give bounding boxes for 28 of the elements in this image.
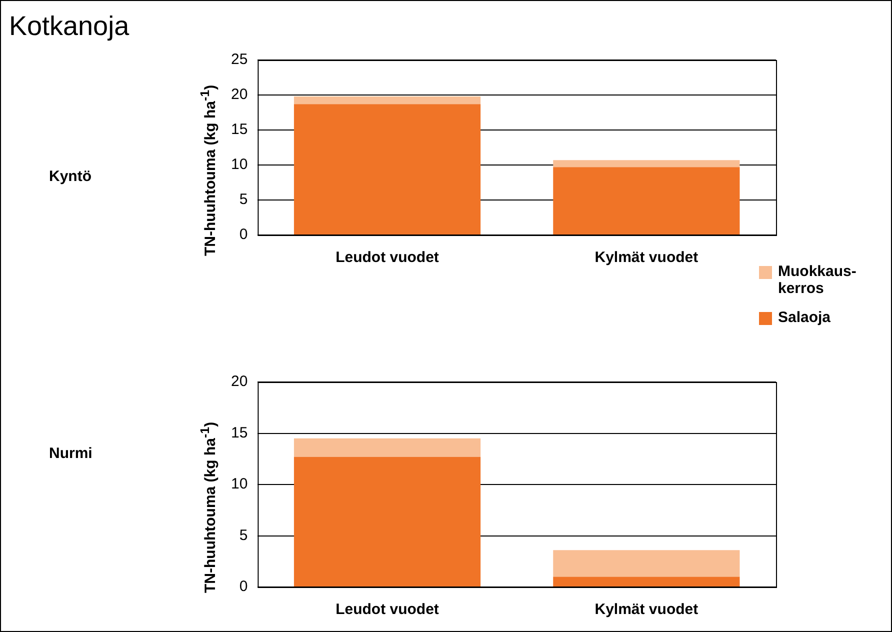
- y-tick-label: 5: [239, 526, 248, 544]
- text: Nurmi: [49, 445, 92, 462]
- y-tick-label: 20: [230, 373, 248, 390]
- bar: [294, 456, 481, 586]
- y-tick-label: 0: [239, 578, 248, 596]
- legend-label: Salaoja: [778, 309, 831, 326]
- bar: [553, 576, 740, 586]
- bar: [553, 160, 740, 168]
- x-tick-label: Leudot vuodet: [336, 249, 439, 266]
- y-tick-label: 5: [239, 191, 248, 208]
- bar: [553, 167, 740, 234]
- bar: [294, 104, 481, 234]
- bar: [294, 96, 481, 104]
- bar: [294, 438, 481, 457]
- y-tick-label: 10: [230, 476, 248, 493]
- y-tick-label: 0: [239, 226, 248, 244]
- x-tick-label: Kylmät vuodet: [594, 601, 698, 618]
- legend-label: Muokkaus-kerros: [778, 263, 856, 297]
- y-tick-label: 25: [230, 51, 248, 68]
- y-tick-label: 10: [230, 156, 248, 174]
- x-tick-label: Leudot vuodet: [336, 601, 439, 618]
- y-tick-label: 15: [230, 121, 248, 138]
- y-tick-label: 20: [230, 86, 248, 104]
- y-tick-label: 15: [230, 424, 248, 442]
- bar: [553, 550, 740, 577]
- chart-title: Kotkanoja: [9, 11, 130, 42]
- x-tick-label: Kylmät vuodet: [594, 249, 698, 266]
- text: Kyntö: [49, 168, 92, 185]
